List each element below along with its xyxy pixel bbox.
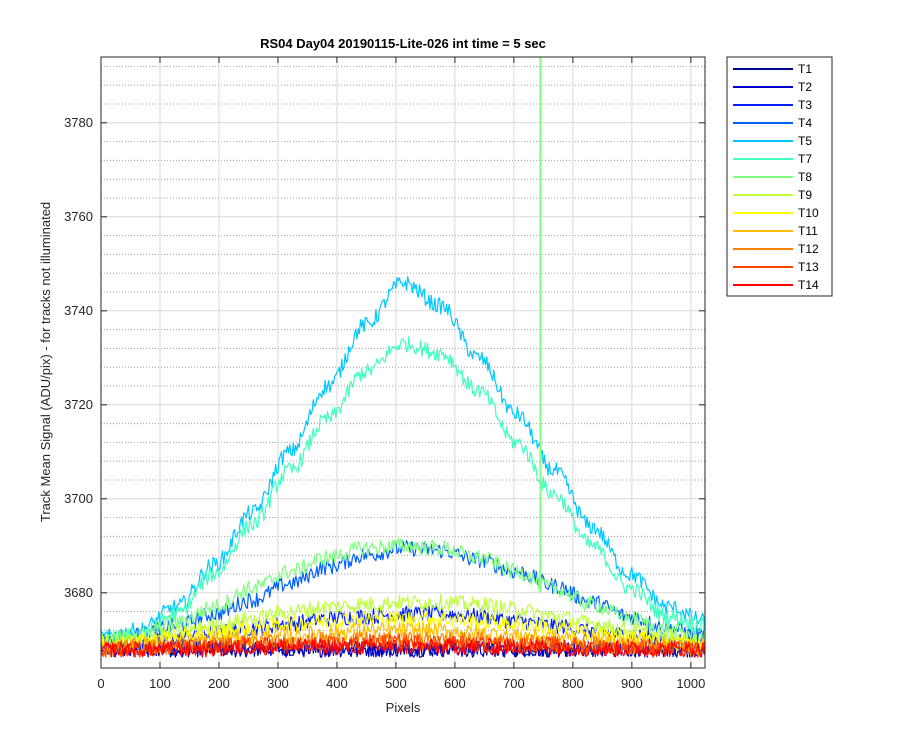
series-line-t8	[101, 537, 705, 646]
series-lines	[101, 57, 705, 658]
series-line-t5	[101, 276, 705, 644]
axes-box	[100, 56, 706, 669]
legend-label-t2: T2	[798, 80, 812, 94]
legend-label-t10: T10	[798, 206, 819, 220]
series-line-t7	[101, 336, 705, 648]
chart-title: RS04 Day04 20190115-Lite-026 int time = …	[260, 36, 546, 51]
x-tick-label: 400	[326, 676, 348, 691]
x-tick-label: 0	[97, 676, 104, 691]
legend-label-t7: T7	[798, 152, 812, 166]
x-axis-label: Pixels	[386, 700, 421, 715]
y-tick-label: 3720	[64, 397, 93, 412]
y-tick-label: 3680	[64, 585, 93, 600]
y-tick-label: 3780	[64, 115, 93, 130]
legend-label-t14: T14	[798, 278, 819, 292]
x-tick-label: 300	[267, 676, 289, 691]
legend-label-t13: T13	[798, 260, 819, 274]
x-tick-label: 900	[621, 676, 643, 691]
series-group	[101, 57, 705, 658]
axis-ticks: 0 100 200 300 400 500 600 700 800 900 1000 3680 3700…	[64, 57, 705, 691]
x-tick-label: 800	[562, 676, 584, 691]
x-tick-label: 700	[503, 676, 525, 691]
x-tick-label: 200	[208, 676, 230, 691]
legend-label-t11: T11	[798, 224, 818, 238]
legend-label-t5: T5	[798, 134, 812, 148]
x-tick-label: 100	[149, 676, 171, 691]
x-tick-label: 500	[385, 676, 407, 691]
series-line-t11	[101, 621, 705, 655]
legend-label-t12: T12	[798, 242, 819, 256]
x-tick-label: 600	[444, 676, 466, 691]
plot-area	[101, 57, 705, 668]
legend-label-t3: T3	[798, 98, 812, 112]
y-axis-label: Track Mean Signal (ADU/pix) - for tracks…	[38, 202, 53, 522]
legend-label-t8: T8	[798, 170, 812, 184]
y-tick-label: 3700	[64, 491, 93, 506]
legend-label-t4: T4	[798, 116, 812, 130]
legend-label-t1: T1	[798, 62, 812, 76]
series-line-t4	[101, 540, 705, 648]
series-line-t14	[101, 638, 705, 658]
y-tick-label: 3760	[64, 209, 93, 224]
legend-label-t9: T9	[798, 188, 812, 202]
x-tick-label: 1000	[676, 676, 705, 691]
y-tick-label: 3740	[64, 303, 93, 318]
series-line-t10	[101, 610, 705, 653]
legend: T1 T2 T3 T4 T5 T7 T8 T9 T10 T11 T12 T13 T14	[726, 56, 833, 297]
